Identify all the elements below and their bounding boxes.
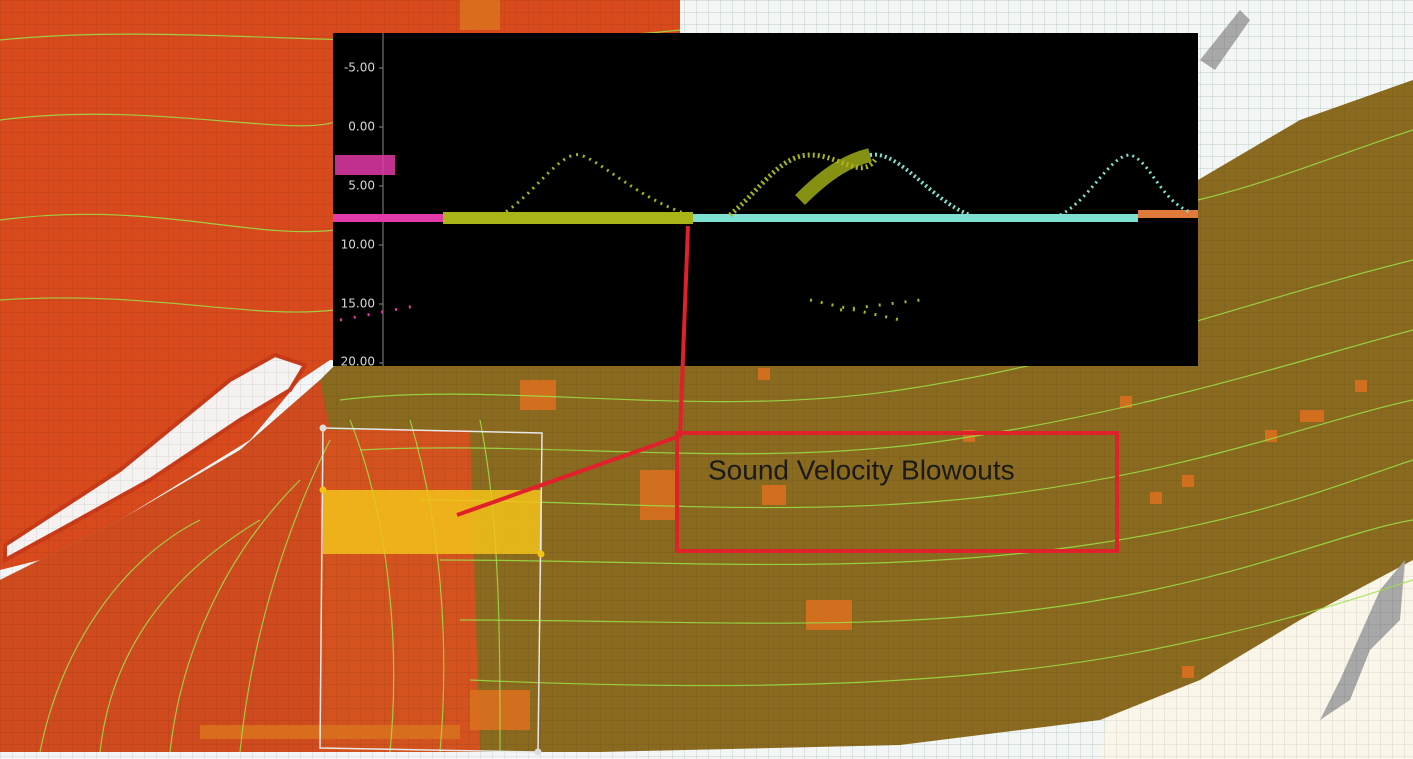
callout-text: Sound Velocity Blowouts xyxy=(708,454,1015,485)
profile-panel xyxy=(333,33,1198,366)
map-view: -5.00 0.00 5.00 10.00 15.00 20.00 Sound … xyxy=(0,0,1413,759)
page: -5.00 0.00 5.00 10.00 15.00 20.00 Sound … xyxy=(0,0,1413,759)
y-tick-label: -5.00 xyxy=(344,61,375,75)
y-tick-label: 5.00 xyxy=(348,179,375,193)
selection-band xyxy=(323,490,542,554)
y-tick-label: 10.00 xyxy=(341,238,375,252)
y-tick-label: 20.00 xyxy=(341,355,375,369)
y-tick-label: 0.00 xyxy=(348,120,375,134)
y-tick-label: 15.00 xyxy=(341,297,375,311)
